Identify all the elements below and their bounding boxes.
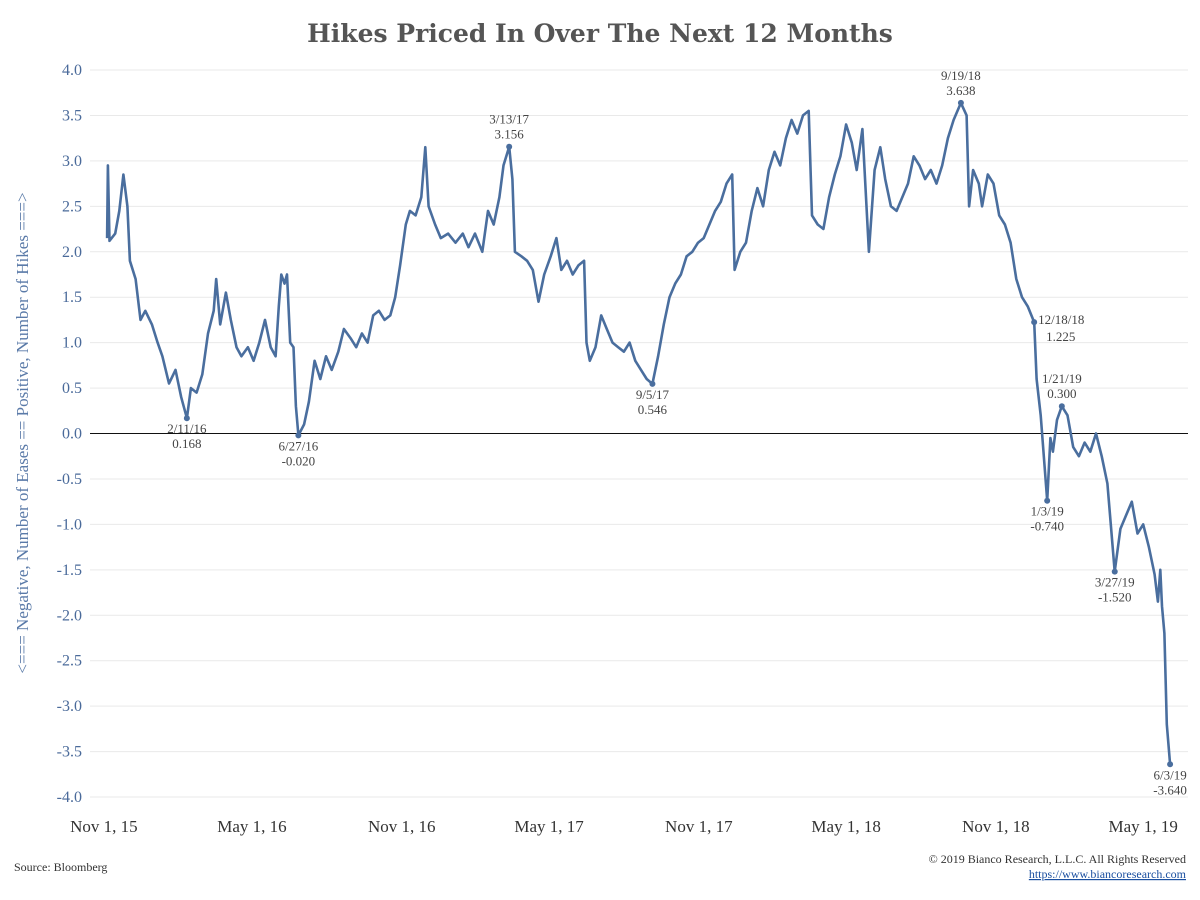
annotation-value: 3.638 <box>946 83 975 98</box>
annotation-marker <box>1111 568 1118 575</box>
annotation-date: 3/13/17 <box>489 112 529 127</box>
annotation-date: 3/27/19 <box>1095 575 1135 590</box>
x-tick-label: Nov 1, 16 <box>368 817 436 836</box>
annotation-date: 6/3/19 <box>1153 767 1186 782</box>
y-tick-label: -1.0 <box>57 516 82 533</box>
annotation-date: 1/21/19 <box>1042 371 1082 386</box>
y-tick-label: -4.0 <box>57 789 82 806</box>
y-tick-label: -2.0 <box>57 607 82 624</box>
annotation-value: 0.300 <box>1047 386 1076 401</box>
y-tick-label: 1.5 <box>62 289 82 306</box>
series-line <box>105 101 1172 765</box>
x-tick-label: Nov 1, 15 <box>70 817 138 836</box>
x-tick-layer: Nov 1, 15 May 1, 16 Nov 1, 16 May 1, 17 Nov … <box>70 817 1178 836</box>
y-axis-label: <=== Negative, Number of Eases == Positi… <box>13 192 32 673</box>
copyright-note: © 2019 Bianco Research, L.L.C. All Right… <box>929 852 1186 866</box>
y-tick-label: 0.0 <box>62 426 82 443</box>
y-tick-label: 2.0 <box>62 244 82 261</box>
y-tick-label: 3.0 <box>62 153 82 170</box>
annotation-marker <box>295 432 302 439</box>
x-tick-label: Nov 1, 17 <box>665 817 733 836</box>
y-tick-label: -3.0 <box>57 698 82 715</box>
y-tick-label: -0.5 <box>57 471 82 488</box>
annotation-value: -0.740 <box>1030 519 1064 534</box>
y-tick-layer: 4.0 3.5 3.0 2.5 2.0 1.5 1.0 0.5 0.0 -0.5 -1.0 -1.5 -… <box>57 62 82 806</box>
y-tick-label: -3.5 <box>57 744 82 761</box>
y-tick-label: 2.5 <box>62 198 82 215</box>
y-tick-label: 1.0 <box>62 335 82 352</box>
annotation-marker <box>183 415 190 422</box>
annotation-date: 9/5/17 <box>636 387 670 402</box>
website-link[interactable]: https://www.biancoresearch.com <box>1029 867 1187 881</box>
y-tick-label: -2.5 <box>57 653 82 670</box>
chart-title: Hikes Priced In Over The Next 12 Months <box>307 19 893 48</box>
annotation-marker <box>1058 403 1065 410</box>
x-tick-label: May 1, 18 <box>811 817 880 836</box>
annotation-date: 12/18/18 <box>1038 312 1084 327</box>
source-note: Source: Bloomberg <box>14 860 107 874</box>
y-tick-label: 3.5 <box>62 107 82 124</box>
annotation-date: 1/3/19 <box>1031 504 1064 519</box>
annotation-value: -0.020 <box>282 453 316 468</box>
x-tick-label: May 1, 19 <box>1109 817 1178 836</box>
annotation-value: 3.156 <box>495 127 525 142</box>
annotation-marker <box>957 99 964 106</box>
annotation-value: -3.640 <box>1153 782 1187 797</box>
annotation-value: -1.520 <box>1098 590 1132 605</box>
y-tick-label: 4.0 <box>62 62 82 79</box>
annotation-layer: 2/11/160.168 6/27/16-0.020 3/13/173.156 9/5… <box>167 68 1187 797</box>
x-tick-label: Nov 1, 18 <box>962 817 1030 836</box>
annotation-value: 0.168 <box>172 436 201 451</box>
annotation-value: 0.546 <box>638 402 668 417</box>
y-tick-label: 0.5 <box>62 380 82 397</box>
annotation-marker <box>506 143 513 150</box>
x-tick-label: May 1, 16 <box>217 817 286 836</box>
annotation-date: 6/27/16 <box>279 438 319 453</box>
annotation-date: 2/11/16 <box>167 421 207 436</box>
annotation-marker <box>1031 319 1038 326</box>
x-tick-label: May 1, 17 <box>514 817 584 836</box>
y-tick-label: -1.5 <box>57 562 82 579</box>
annotation-marker <box>1044 497 1051 504</box>
annotation-value: 1.225 <box>1046 329 1075 344</box>
grid-layer <box>90 69 1188 798</box>
annotation-marker <box>1167 761 1174 768</box>
annotation-marker <box>649 380 656 387</box>
annotation-date: 9/19/18 <box>941 68 981 83</box>
